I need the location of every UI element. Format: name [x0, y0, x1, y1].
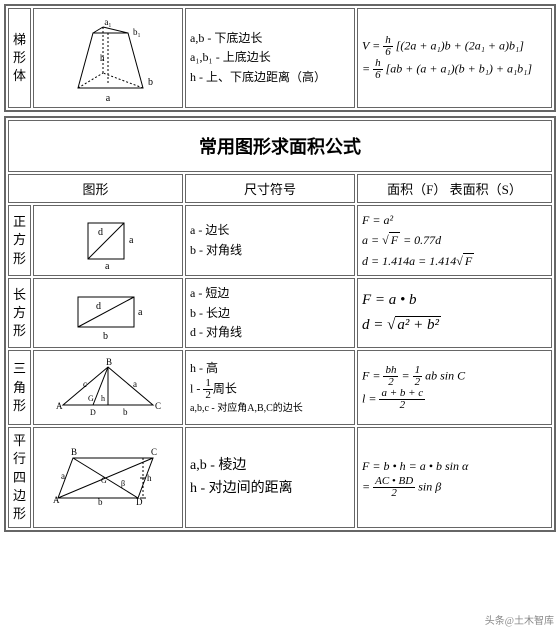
- prism-symbols: a,b - 下底边长 a₁,b₁ - 上底边长 h - 上、下底边距离（高）: [185, 8, 355, 108]
- svg-text:C: C: [155, 401, 161, 411]
- svg-text:C: C: [151, 447, 157, 457]
- svg-text:h: h: [100, 53, 105, 63]
- svg-text:c: c: [83, 379, 87, 389]
- svg-text:D: D: [90, 408, 96, 417]
- para-formula: F = b • h = a • b sin α = AC • BD2 sin β: [357, 427, 552, 528]
- svg-text:a: a: [138, 307, 143, 318]
- sym-line: a,b - 下底边长: [190, 29, 350, 48]
- prism-shape: a b a₁ b₁ h: [33, 8, 183, 108]
- row-label-triangle: 三角形: [8, 350, 31, 425]
- header-shape: 图形: [8, 174, 183, 203]
- table-row: 长方形 d a b a - 短边 b - 长边 d - 对角线 F = a • …: [8, 278, 552, 348]
- para-shape: B C A D a b G β h: [33, 427, 183, 528]
- svg-text:a: a: [106, 93, 111, 103]
- svg-text:a₁: a₁: [104, 17, 111, 27]
- area-table: 常用图形求面积公式 图形 尺寸符号 面积（F） 表面积（S） 正方形 d a a…: [4, 116, 556, 532]
- svg-text:a: a: [105, 261, 110, 271]
- svg-text:b: b: [148, 77, 153, 88]
- square-shape: d a a: [33, 205, 183, 276]
- table-row: 正方形 d a a a - 边长 b - 对角线 F = a² a = √F =…: [8, 205, 552, 276]
- svg-text:a: a: [129, 235, 134, 246]
- watermark: 头条@土木智库: [485, 612, 554, 627]
- triangle-formula: F = bh2 = 12 ab sin C l = a + b + c2: [357, 350, 552, 425]
- rect-shape: d a b: [33, 278, 183, 348]
- prism-label: 梯形体: [8, 8, 31, 108]
- table-row: 三角形 B A C c a b G h D h - 高 l - 12周长 a,b…: [8, 350, 552, 425]
- svg-text:b: b: [98, 497, 103, 507]
- triangle-symbols: h - 高 l - 12周长 a,b,c - 对应角A,B,C的边长: [185, 350, 355, 425]
- svg-text:G: G: [88, 394, 94, 403]
- svg-text:b₁: b₁: [133, 27, 141, 37]
- prism-formula: V = h6 [(2a + a₁)b + (2a₁ + a)b₁] = h6 […: [357, 8, 552, 108]
- prism-table: 梯形体 a b a₁ b₁ h a,b - 下底边长 a₁,b₁ - 上底边长 …: [4, 4, 556, 112]
- row-label-para: 平行四边形: [8, 427, 31, 528]
- square-symbols: a - 边长 b - 对角线: [185, 205, 355, 276]
- svg-text:D: D: [136, 497, 143, 507]
- para-symbols: a,b - 棱边 h - 对边间的距离: [185, 427, 355, 528]
- sym-line: a₁,b₁ - 上底边长: [190, 48, 350, 67]
- svg-text:h: h: [101, 394, 105, 403]
- svg-text:β: β: [121, 479, 125, 488]
- row-label-square: 正方形: [8, 205, 31, 276]
- section-title-cell: 常用图形求面积公式: [8, 120, 552, 172]
- svg-text:B: B: [106, 357, 112, 367]
- svg-text:B: B: [71, 447, 77, 457]
- svg-text:A: A: [53, 495, 60, 505]
- svg-text:h: h: [147, 473, 152, 483]
- svg-text:d: d: [98, 227, 103, 238]
- svg-text:G: G: [101, 476, 107, 485]
- row-label-rect: 长方形: [8, 278, 31, 348]
- table-row: 平行四边形 B C A D a b G β h a,b - 棱边 h - 对边间…: [8, 427, 552, 528]
- svg-text:a: a: [133, 379, 137, 389]
- rect-symbols: a - 短边 b - 长边 d - 对角线: [185, 278, 355, 348]
- rect-formula: F = a • b d = √a² + b²: [357, 278, 552, 348]
- svg-text:b: b: [103, 331, 108, 342]
- svg-text:A: A: [56, 401, 63, 411]
- square-formula: F = a² a = √F = 0.77d d = 1.414a = 1.414…: [357, 205, 552, 276]
- sym-line: h - 上、下底边距离（高）: [190, 68, 350, 87]
- header-symbols: 尺寸符号: [185, 174, 355, 203]
- triangle-shape: B A C c a b G h D: [33, 350, 183, 425]
- svg-text:d: d: [96, 301, 101, 312]
- svg-text:b: b: [123, 407, 128, 417]
- header-area: 面积（F） 表面积（S）: [357, 174, 552, 203]
- svg-text:a: a: [61, 471, 65, 481]
- section-title: 常用图形求面积公式: [13, 133, 547, 159]
